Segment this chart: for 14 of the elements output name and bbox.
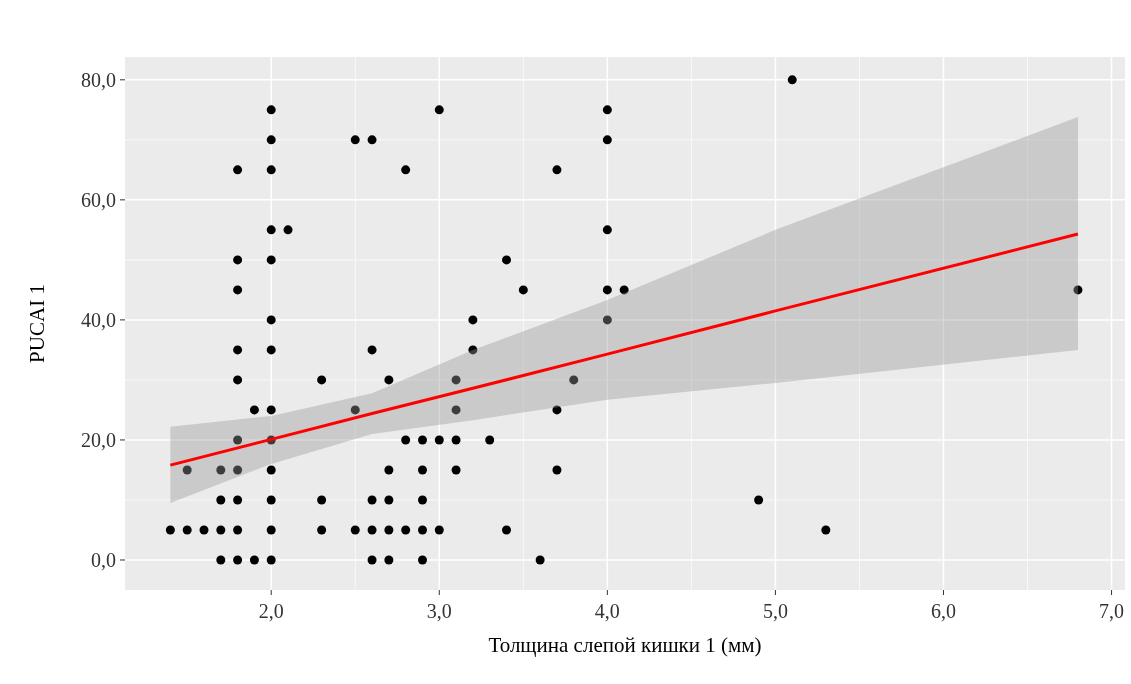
y-tick-label: 20,0 xyxy=(81,428,116,451)
y-tick-label: 80,0 xyxy=(81,68,116,91)
x-tick-label: 4,0 xyxy=(594,600,620,622)
x-tick-label: 3,0 xyxy=(426,600,452,622)
y-tick-label: 0,0 xyxy=(91,548,116,571)
x-tick-label: 5,0 xyxy=(762,600,788,622)
x-tick-label: 6,0 xyxy=(930,600,956,622)
y-axis-title: PUCAI 1 xyxy=(25,284,49,363)
x-axis-title: Толщина слепой кишки 1 (мм) xyxy=(488,633,762,657)
x-tick-label: 7,0 xyxy=(1099,600,1125,622)
x-tick-label: 2,0 xyxy=(258,600,284,622)
y-tick-label: 60,0 xyxy=(81,188,116,211)
y-tick-label: 40,0 xyxy=(81,308,116,331)
line-series xyxy=(168,232,1080,467)
